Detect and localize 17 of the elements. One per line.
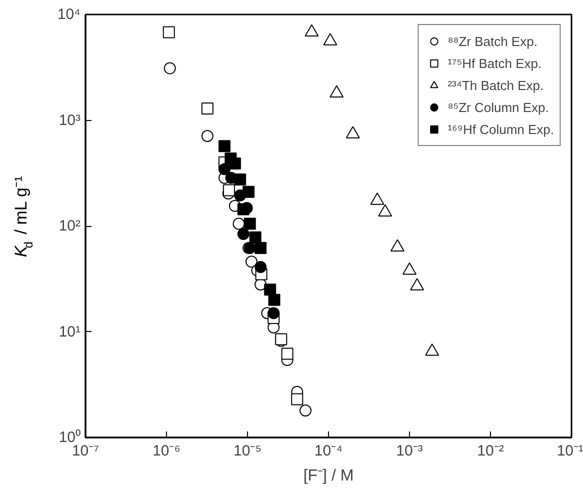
legend-label: ²³⁴Th Batch Exp.	[448, 78, 544, 92]
y-tick-label: 10⁴	[57, 6, 81, 23]
x-tick-label: 10⁻⁵	[234, 442, 262, 460]
legend-label: ¹⁶⁹Hf Column Exp.	[448, 122, 554, 136]
x-tick-label: 10⁻²	[477, 442, 504, 460]
legend-label: ¹⁷⁵Hf Batch Exp.	[448, 56, 542, 70]
legend-label: ⁸⁵Zr Column Exp.	[448, 100, 549, 114]
x-axis-title: [F⁻] / M	[303, 468, 354, 484]
x-tick-label: 10⁻³	[396, 442, 423, 460]
y-tick-label: 10²	[58, 218, 81, 234]
x-tick-label: 10⁻⁴	[314, 442, 343, 460]
y-axis-title: Kd / mL g⁻¹	[12, 176, 36, 258]
y-tick-label: 10³	[58, 112, 81, 129]
y-tick-label: 10¹	[58, 323, 81, 340]
legend-label: ⁸⁸Zr Batch Exp.	[448, 34, 538, 48]
x-tick-label: 10⁻¹	[556, 442, 583, 460]
x-tick-label: 10⁻⁶	[152, 442, 180, 460]
